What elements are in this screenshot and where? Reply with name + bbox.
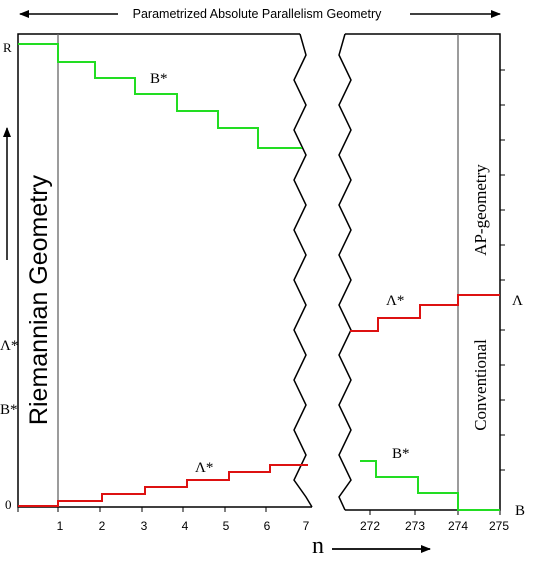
b-star-curve-left [18, 43, 302, 149]
y-label-lambda-star: Λ* [0, 338, 18, 354]
x-axis-label: n [312, 533, 324, 559]
x-tick-272: 272 [360, 519, 380, 533]
b-star-curve-right [360, 460, 500, 511]
bottom-ticks [17, 507, 501, 515]
curve-label-lambda-star-left: Λ* [195, 460, 213, 476]
y-label-zero: 0 [5, 497, 12, 512]
x-tick-274: 274 [448, 519, 468, 533]
break-zigzag-left [293, 33, 313, 508]
x-tick-6: 6 [264, 519, 271, 533]
ap-geometry-label: AP-geometry [471, 164, 490, 256]
right-edge-ticks [500, 69, 505, 471]
lambda-star-curve-right [350, 294, 500, 332]
lambda-star-curve-left [18, 464, 308, 507]
x-tick-273: 273 [405, 519, 425, 533]
conventional-label: Conventional [471, 339, 490, 431]
left-panel-frame [17, 33, 312, 508]
right-label-b: B [515, 503, 525, 519]
x-tick-5: 5 [223, 519, 230, 533]
x-tick-4: 4 [182, 519, 189, 533]
header-title: Parametrized Absolute Parallelism Geomet… [133, 7, 382, 21]
x-tick-7: 7 [303, 519, 310, 533]
y-label-r: R [3, 40, 12, 55]
y-label-b-star: B* [0, 402, 18, 418]
right-label-lambda: Λ [512, 293, 523, 309]
riemannian-geometry-label: Riemannian Geometry [25, 174, 53, 425]
x-tick-2: 2 [99, 519, 106, 533]
x-tick-1: 1 [57, 519, 64, 533]
curve-label-b-star-right: B* [392, 446, 410, 462]
curve-label-lambda-star-right: Λ* [386, 293, 404, 309]
curve-label-b-star-left: B* [150, 71, 168, 87]
break-zigzag-right [338, 33, 352, 511]
right-panel-frame [345, 33, 501, 511]
x-tick-3: 3 [141, 519, 148, 533]
x-tick-275: 275 [489, 519, 509, 533]
